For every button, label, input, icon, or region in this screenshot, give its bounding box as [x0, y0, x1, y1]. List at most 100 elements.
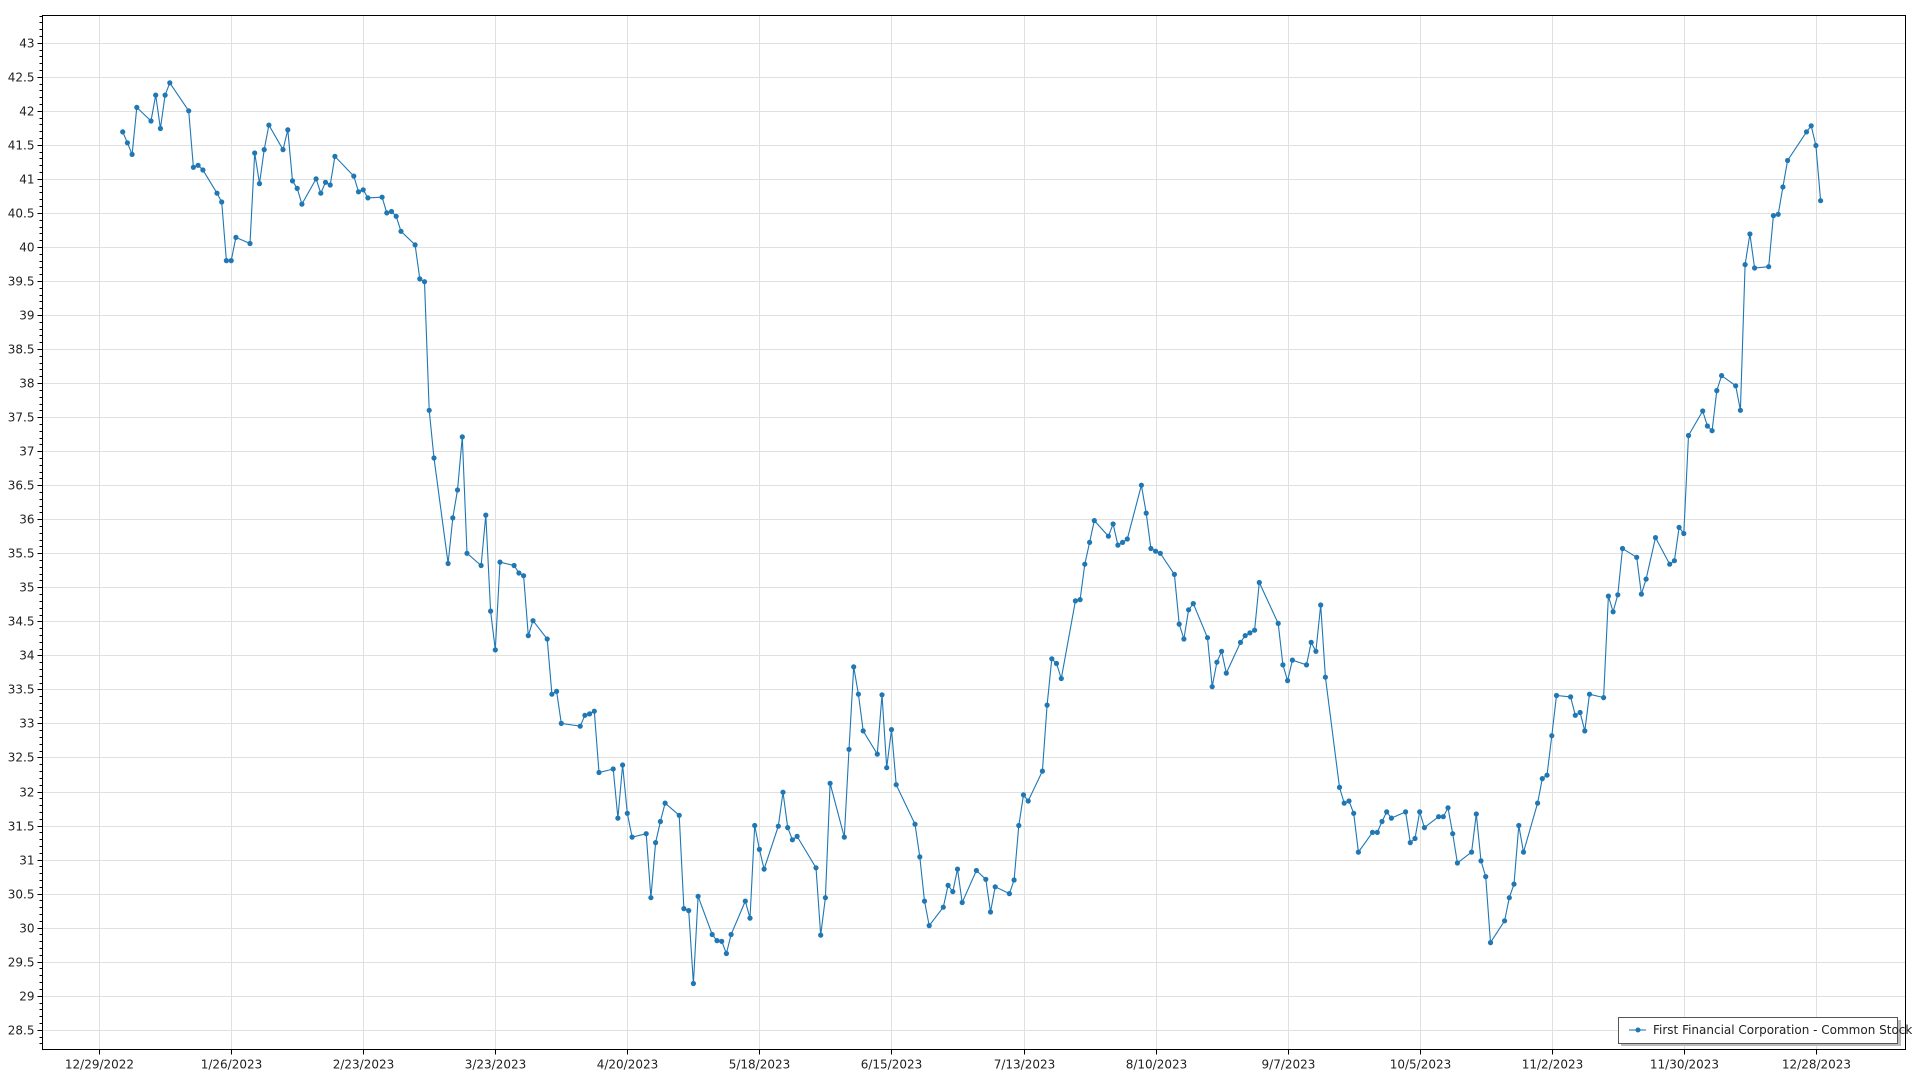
- data-point: [1190, 601, 1196, 607]
- y-tick-label: 43: [19, 37, 34, 51]
- data-point: [1388, 815, 1394, 821]
- data-point: [1737, 407, 1743, 413]
- data-point: [1077, 597, 1083, 603]
- data-point: [1384, 809, 1390, 815]
- data-point: [1313, 648, 1319, 654]
- data-point: [195, 162, 201, 168]
- data-point: [412, 242, 418, 248]
- data-point: [1818, 198, 1824, 204]
- data-point: [313, 176, 319, 182]
- data-point: [1634, 554, 1640, 560]
- data-point: [1709, 428, 1715, 434]
- data-point: [1520, 849, 1527, 855]
- data-point: [1204, 635, 1211, 641]
- data-point: [1322, 674, 1328, 680]
- data-point: [233, 234, 239, 240]
- data-point: [648, 895, 654, 901]
- data-point: [530, 618, 536, 624]
- data-point: [1379, 818, 1385, 825]
- data-point: [959, 899, 965, 906]
- data-point: [785, 825, 791, 831]
- data-point: [322, 179, 329, 185]
- data-point: [1351, 810, 1357, 816]
- data-point: [558, 720, 564, 727]
- data-point: [780, 789, 786, 795]
- plot-frame: [42, 15, 1906, 1050]
- data-point: [1020, 792, 1027, 798]
- data-point: [1403, 809, 1409, 815]
- legend-entry-label: First Financial Corporation - Common Sto…: [1653, 1023, 1912, 1037]
- data-point: [247, 240, 253, 247]
- data-point: [1601, 695, 1607, 701]
- data-point: [582, 712, 588, 718]
- y-tick-label: 28.5: [8, 1024, 35, 1038]
- data-point: [327, 182, 333, 188]
- data-point: [459, 434, 465, 440]
- data-point: [1171, 571, 1177, 578]
- data-point: [912, 821, 918, 827]
- y-tick-label: 38: [19, 377, 34, 391]
- y-tick-label: 29: [19, 990, 34, 1004]
- data-point: [1049, 656, 1055, 662]
- data-point: [1544, 772, 1550, 778]
- data-point: [1539, 776, 1545, 782]
- y-tick-label: 29.5: [8, 956, 35, 970]
- data-point: [454, 487, 461, 493]
- data-point: [488, 608, 494, 614]
- x-tick-label: 9/7/2023: [1262, 1058, 1316, 1072]
- data-point: [318, 190, 324, 196]
- data-point: [360, 187, 366, 193]
- data-point: [1577, 709, 1583, 716]
- data-point: [1681, 530, 1687, 537]
- y-tick-label: 36.5: [8, 479, 35, 493]
- y-tick-label: 42: [19, 105, 34, 119]
- data-point: [1053, 660, 1060, 667]
- y-tick-label: 40: [19, 241, 34, 255]
- data-point: [1157, 550, 1163, 556]
- data-point: [879, 692, 885, 698]
- series-first-financial: [120, 80, 1824, 987]
- data-point: [1803, 129, 1810, 135]
- data-point: [219, 199, 225, 205]
- x-tick-label: 12/28/2023: [1782, 1058, 1851, 1072]
- data-point: [794, 833, 800, 840]
- data-point: [756, 846, 763, 853]
- y-tick-label: 30.5: [8, 888, 35, 902]
- data-point: [1336, 784, 1343, 791]
- data-point: [1105, 533, 1111, 539]
- data-point: [1643, 576, 1649, 582]
- data-point: [1487, 940, 1494, 946]
- data-point: [1407, 840, 1413, 846]
- x-tick-label: 10/5/2023: [1390, 1058, 1452, 1072]
- data-point: [1473, 811, 1479, 817]
- data-point: [1586, 691, 1593, 697]
- y-tick-label: 34.5: [8, 615, 35, 629]
- data-point: [1516, 822, 1522, 829]
- y-tick-label: 41.5: [8, 139, 35, 153]
- data-point: [1355, 849, 1361, 855]
- y-tick-label: 35.5: [8, 547, 35, 561]
- data-point: [261, 147, 267, 153]
- data-point: [610, 766, 616, 772]
- data-point: [1619, 545, 1626, 552]
- y-tick-label: 32: [19, 786, 34, 800]
- data-point: [1011, 877, 1017, 883]
- y-axis: 28.5 29 29.5 30 30.5 31 31.5 32 32.5 33 33.5 34 34.5…: [8, 16, 43, 1044]
- data-point: [1091, 518, 1097, 524]
- data-point: [1181, 636, 1187, 642]
- data-point: [398, 228, 404, 234]
- data-point: [1275, 620, 1281, 627]
- data-point: [1303, 662, 1310, 668]
- data-point: [1058, 675, 1064, 682]
- data-point: [643, 831, 649, 837]
- y-tick-label: 31: [19, 854, 34, 868]
- y-tick-label: 30: [19, 922, 34, 936]
- y-tick-label: 35: [19, 581, 34, 595]
- x-tick-label: 7/13/2023: [994, 1058, 1056, 1072]
- y-tick-label: 41: [19, 173, 34, 187]
- data-point: [1775, 211, 1781, 217]
- data-point: [450, 515, 456, 521]
- data-point: [1412, 835, 1418, 842]
- data-point: [294, 185, 300, 191]
